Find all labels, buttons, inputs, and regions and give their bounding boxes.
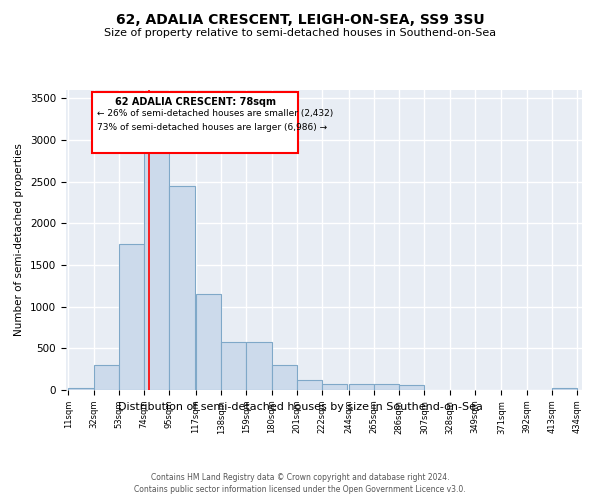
Bar [349, 384, 374, 390]
Bar [94, 365, 119, 390]
Bar [196, 294, 221, 390]
Bar [374, 384, 399, 390]
Bar [144, 106, 169, 390]
Text: ← 26% of semi-detached houses are smaller (2,432): ← 26% of semi-detached houses are smalle… [97, 109, 334, 118]
Text: Distribution of semi-detached houses by size in Southend-on-Sea: Distribution of semi-detached houses by … [118, 402, 482, 412]
Y-axis label: Number of semi-detached properties: Number of semi-detached properties [14, 144, 25, 336]
Bar [221, 342, 247, 390]
Bar [552, 388, 577, 390]
Bar [169, 186, 194, 390]
Text: Contains public sector information licensed under the Open Government Licence v3: Contains public sector information licen… [134, 485, 466, 494]
Bar [68, 388, 94, 390]
Text: Size of property relative to semi-detached houses in Southend-on-Sea: Size of property relative to semi-detach… [104, 28, 496, 38]
Text: 62, ADALIA CRESCENT, LEIGH-ON-SEA, SS9 3SU: 62, ADALIA CRESCENT, LEIGH-ON-SEA, SS9 3… [116, 12, 484, 26]
Bar [247, 342, 272, 390]
Text: 62 ADALIA CRESCENT: 78sqm: 62 ADALIA CRESCENT: 78sqm [115, 97, 276, 107]
Bar [297, 380, 322, 390]
Text: Contains HM Land Registry data © Crown copyright and database right 2024.: Contains HM Land Registry data © Crown c… [151, 472, 449, 482]
FancyBboxPatch shape [92, 92, 298, 152]
Bar [322, 384, 347, 390]
Bar [119, 244, 144, 390]
Bar [272, 366, 297, 390]
Bar [399, 385, 424, 390]
Text: 73% of semi-detached houses are larger (6,986) →: 73% of semi-detached houses are larger (… [97, 124, 328, 132]
